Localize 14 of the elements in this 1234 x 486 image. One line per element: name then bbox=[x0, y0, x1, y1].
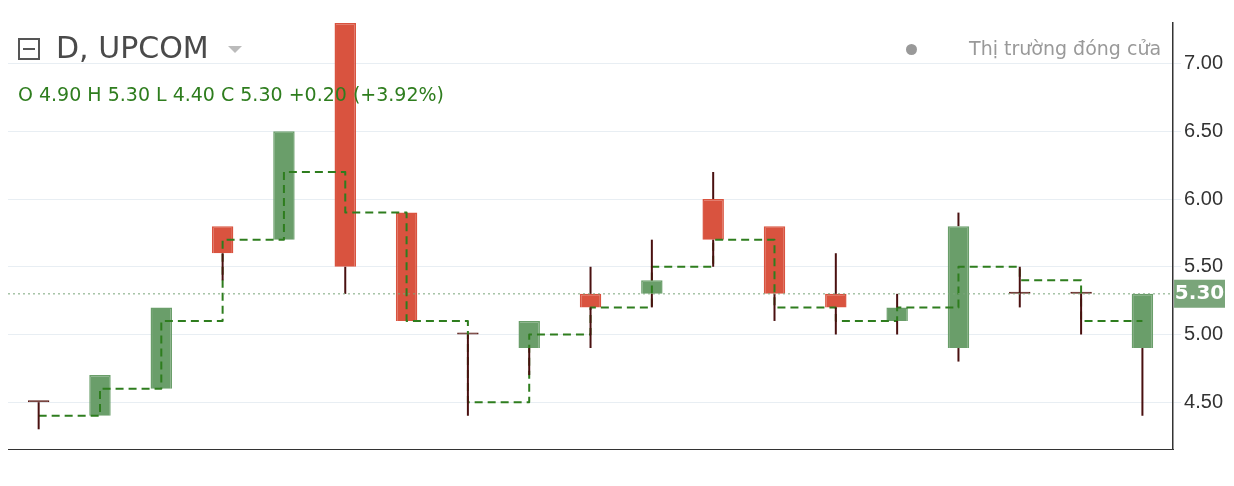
candlestick bbox=[886, 292, 908, 336]
candlestick bbox=[579, 265, 602, 350]
y-tick-label: 6.00 bbox=[1184, 186, 1224, 209]
ref-line-label: 5.30 bbox=[1174, 280, 1225, 305]
chart-title: D, UPCOM bbox=[56, 29, 209, 65]
candlestick bbox=[702, 170, 724, 268]
candlestick bbox=[825, 252, 847, 336]
y-tick-label: 7.00 bbox=[1184, 51, 1224, 74]
annotation: Thị trường đóng cửa bbox=[968, 36, 1162, 59]
y-tick-label: 5.50 bbox=[1184, 254, 1224, 277]
candlestick bbox=[947, 211, 970, 363]
y-tick-label: 4.50 bbox=[1184, 389, 1224, 412]
y-tick-label: 6.50 bbox=[1184, 118, 1224, 141]
y-tick-label: 5.00 bbox=[1184, 322, 1224, 344]
